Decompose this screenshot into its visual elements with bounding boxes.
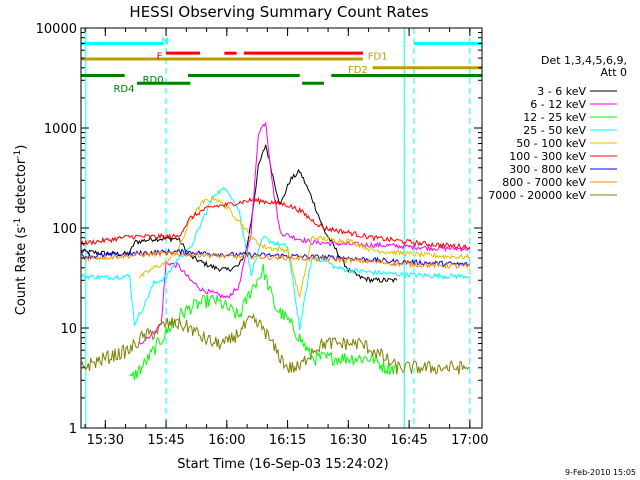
- series-line-6-12-kev: [138, 121, 470, 345]
- legend-label-6-12-kev: 6 - 12 keV: [530, 98, 586, 111]
- y-tick-label: 100: [52, 222, 77, 237]
- x-tick-label: 16:45: [390, 433, 427, 448]
- y-tick-label: 1000: [44, 122, 77, 137]
- footer-date: 9-Feb-2010 15:05: [565, 468, 636, 477]
- legend-label-7000-20000-kev: 7000 - 20000 keV: [488, 189, 586, 202]
- legend-label-50-100-kev: 50 - 100 keV: [516, 137, 586, 150]
- flag-label-rd4: RD4: [113, 84, 134, 95]
- legend-label-3-6-kev: 3 - 6 keV: [537, 85, 586, 98]
- legend-label-800-7000-kev: 800 - 7000 keV: [502, 176, 586, 189]
- x-tick-label: 16:30: [330, 433, 367, 448]
- series-line-300-800-kev: [80, 248, 470, 268]
- legend-label-12-25-kev: 12 - 25 keV: [523, 111, 586, 124]
- x-tick-label: 15:30: [87, 433, 124, 448]
- y-tick-label: 10: [60, 322, 77, 337]
- y-axis-label-end: ): [14, 145, 29, 150]
- flag-label-fd2: FD2: [348, 65, 368, 76]
- series-line-800-7000-kev: [80, 250, 471, 269]
- series-line-100-300-kev: [80, 196, 471, 250]
- series-line-50-100-kev: [138, 195, 471, 299]
- y-axis-label: Count Rate (s-1 detector-1): [13, 145, 29, 316]
- axes-layer: 15:30 15:45 16:00 16:15 16:30 16:45 17:00 1 10 10…: [36, 22, 489, 448]
- y-axis-label-mid: detector: [14, 158, 29, 218]
- legend-label-25-50-kev: 25 - 50 keV: [523, 124, 586, 137]
- flag-label-rd0: RD0: [143, 75, 164, 86]
- legend-label-300-800-kev: 300 - 800 keV: [509, 163, 586, 176]
- x-tick-label: 15:45: [147, 433, 184, 448]
- x-tick-label: 16:00: [208, 433, 245, 448]
- series-line-25-50-kev: [80, 187, 471, 331]
- flag-label-fd1: FD1: [368, 52, 388, 63]
- series-layer: [80, 121, 471, 381]
- flag-label-f: F: [157, 52, 163, 63]
- series-line-7000-20000-kev: [80, 313, 470, 375]
- x-tick-label: 17:00: [451, 433, 488, 448]
- y-tick-label: 10000: [36, 22, 77, 37]
- x-axis-label: Start Time (16-Sep-03 15:24:02): [177, 457, 388, 472]
- x-tick-label: 16:15: [269, 433, 306, 448]
- y-axis-label-main: Count Rate (s: [14, 227, 29, 316]
- y-axis-label-sup-1: -1: [13, 218, 23, 227]
- chart-title: HESSI Observing Summary Count Rates: [129, 3, 428, 21]
- y-axis-label-sup-2: -1: [13, 150, 23, 159]
- legend-title-line-1: Det 1,3,4,5,6,9,: [541, 54, 627, 67]
- y-tick-label: 1: [69, 422, 77, 437]
- series-line-3-6-kev: [80, 144, 398, 284]
- legend-label-100-300-kev: 100 - 300 keV: [509, 150, 586, 163]
- flag-label-n: N: [161, 36, 168, 47]
- legend-title-line-2: Att 0: [601, 66, 627, 79]
